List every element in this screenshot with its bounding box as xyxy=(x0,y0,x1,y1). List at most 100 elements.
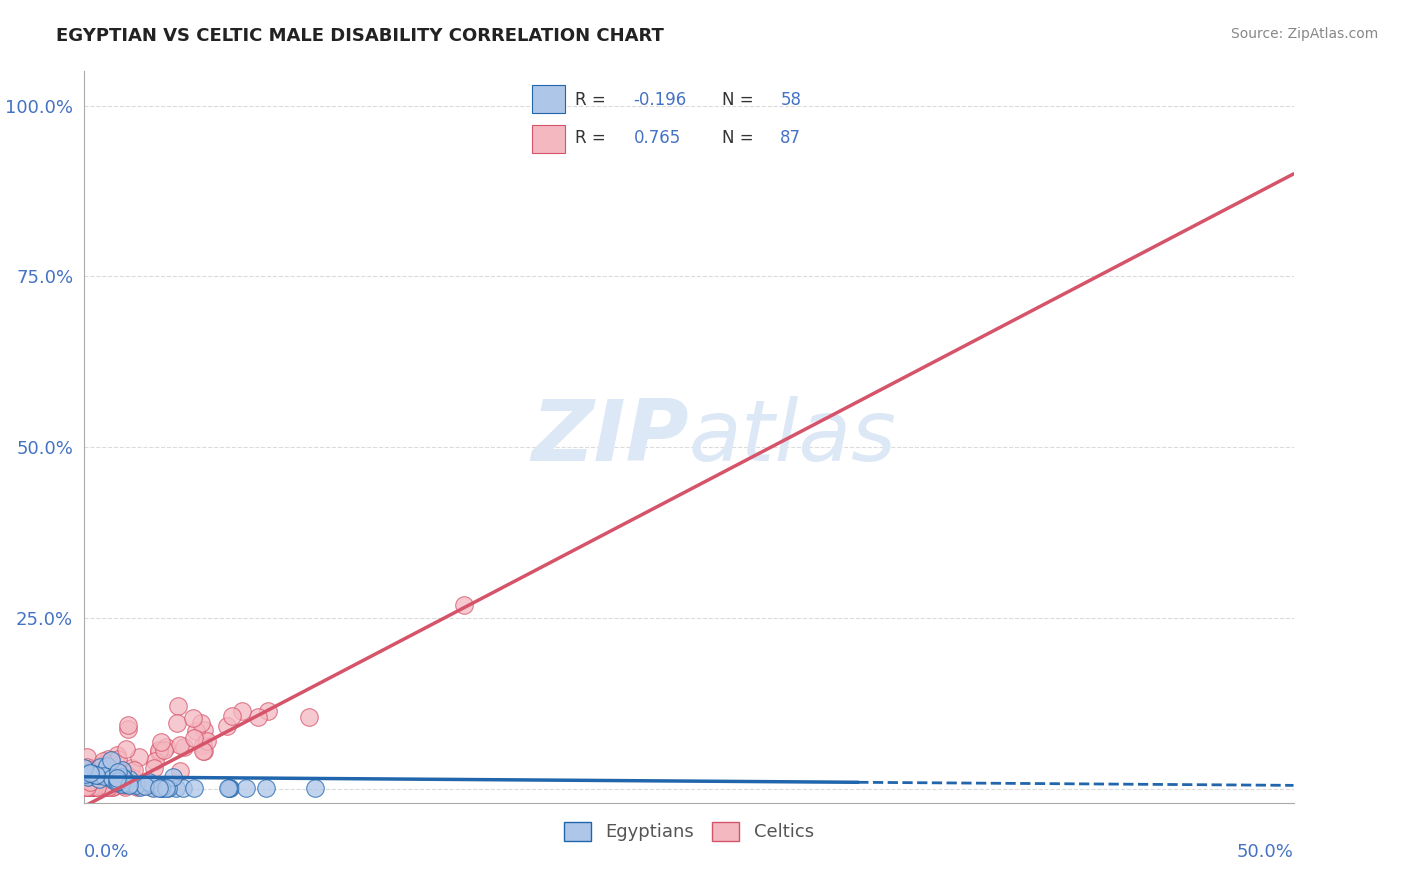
Point xyxy=(77,770,100,784)
Point xyxy=(87,768,110,782)
Point xyxy=(76,779,98,793)
Point xyxy=(172,781,194,796)
Point xyxy=(79,771,101,785)
Point xyxy=(155,739,177,754)
Point xyxy=(97,780,120,794)
Point xyxy=(93,758,115,772)
Point xyxy=(86,768,108,782)
Point xyxy=(79,772,101,786)
Point xyxy=(105,774,128,789)
Point xyxy=(103,773,125,788)
Point xyxy=(112,778,135,792)
Point xyxy=(191,744,214,758)
Point xyxy=(110,770,132,784)
Point xyxy=(114,776,136,790)
Point xyxy=(257,704,280,718)
Point xyxy=(218,781,240,796)
Point xyxy=(127,780,149,794)
Point xyxy=(101,770,124,784)
Point xyxy=(183,781,205,796)
Point xyxy=(107,752,129,766)
Point xyxy=(108,774,131,789)
Point xyxy=(111,763,134,777)
Point xyxy=(193,744,215,758)
Point xyxy=(254,781,277,796)
Point xyxy=(82,780,104,794)
Point xyxy=(96,780,118,794)
Point xyxy=(76,780,98,794)
Point xyxy=(297,710,319,724)
Point xyxy=(73,762,96,776)
Point xyxy=(217,781,239,796)
Point xyxy=(75,767,97,781)
Point xyxy=(115,777,138,791)
Point xyxy=(128,750,150,764)
Point xyxy=(169,739,191,753)
Point xyxy=(94,757,117,772)
Point xyxy=(91,767,114,781)
Point xyxy=(79,766,101,780)
Point xyxy=(117,718,139,732)
Point xyxy=(142,781,165,796)
Point xyxy=(101,770,124,784)
Text: atlas: atlas xyxy=(689,395,897,479)
Point xyxy=(141,780,163,794)
Text: 50.0%: 50.0% xyxy=(1237,843,1294,861)
Point xyxy=(143,760,166,774)
Point xyxy=(128,779,150,793)
Point xyxy=(143,754,166,768)
Point xyxy=(124,763,146,777)
Point xyxy=(193,723,215,738)
Point xyxy=(304,781,326,796)
Point xyxy=(181,711,204,725)
Point xyxy=(111,772,134,787)
Point xyxy=(73,780,96,794)
Point xyxy=(169,764,191,779)
Point xyxy=(82,780,104,794)
Point xyxy=(115,766,138,780)
Point xyxy=(86,780,108,794)
Point xyxy=(149,735,172,749)
Text: ZIP: ZIP xyxy=(531,395,689,479)
Point xyxy=(218,781,240,796)
Point xyxy=(118,778,141,792)
Point xyxy=(89,780,111,794)
Point xyxy=(165,781,187,796)
Point xyxy=(153,743,176,757)
Point xyxy=(117,722,139,736)
Text: 0.0%: 0.0% xyxy=(84,843,129,861)
Legend: Egyptians, Celtics: Egyptians, Celtics xyxy=(557,814,821,848)
Point xyxy=(118,772,141,786)
Point xyxy=(94,762,117,776)
Point xyxy=(107,765,129,780)
Point xyxy=(235,781,257,796)
Point xyxy=(89,759,111,773)
Point xyxy=(93,769,115,783)
Point xyxy=(120,761,142,775)
Point xyxy=(107,773,129,788)
Point xyxy=(148,745,170,759)
Point xyxy=(128,780,150,794)
Point xyxy=(183,731,205,746)
Point xyxy=(157,781,180,796)
Point xyxy=(77,765,100,780)
Point xyxy=(80,780,103,794)
Point xyxy=(94,756,117,771)
Point xyxy=(114,780,136,794)
Point xyxy=(76,750,98,764)
Point xyxy=(105,771,128,785)
Point xyxy=(162,770,184,784)
Point xyxy=(76,780,98,794)
Point xyxy=(83,780,105,794)
Point xyxy=(150,781,173,796)
Point xyxy=(453,599,475,613)
Text: EGYPTIAN VS CELTIC MALE DISABILITY CORRELATION CHART: EGYPTIAN VS CELTIC MALE DISABILITY CORRE… xyxy=(56,27,664,45)
Point xyxy=(125,778,148,792)
Text: Source: ZipAtlas.com: Source: ZipAtlas.com xyxy=(1230,27,1378,41)
Point xyxy=(246,709,269,723)
Point xyxy=(87,772,110,787)
Point xyxy=(195,734,218,748)
Point xyxy=(215,718,238,732)
Point xyxy=(83,780,105,794)
Point xyxy=(96,759,118,773)
